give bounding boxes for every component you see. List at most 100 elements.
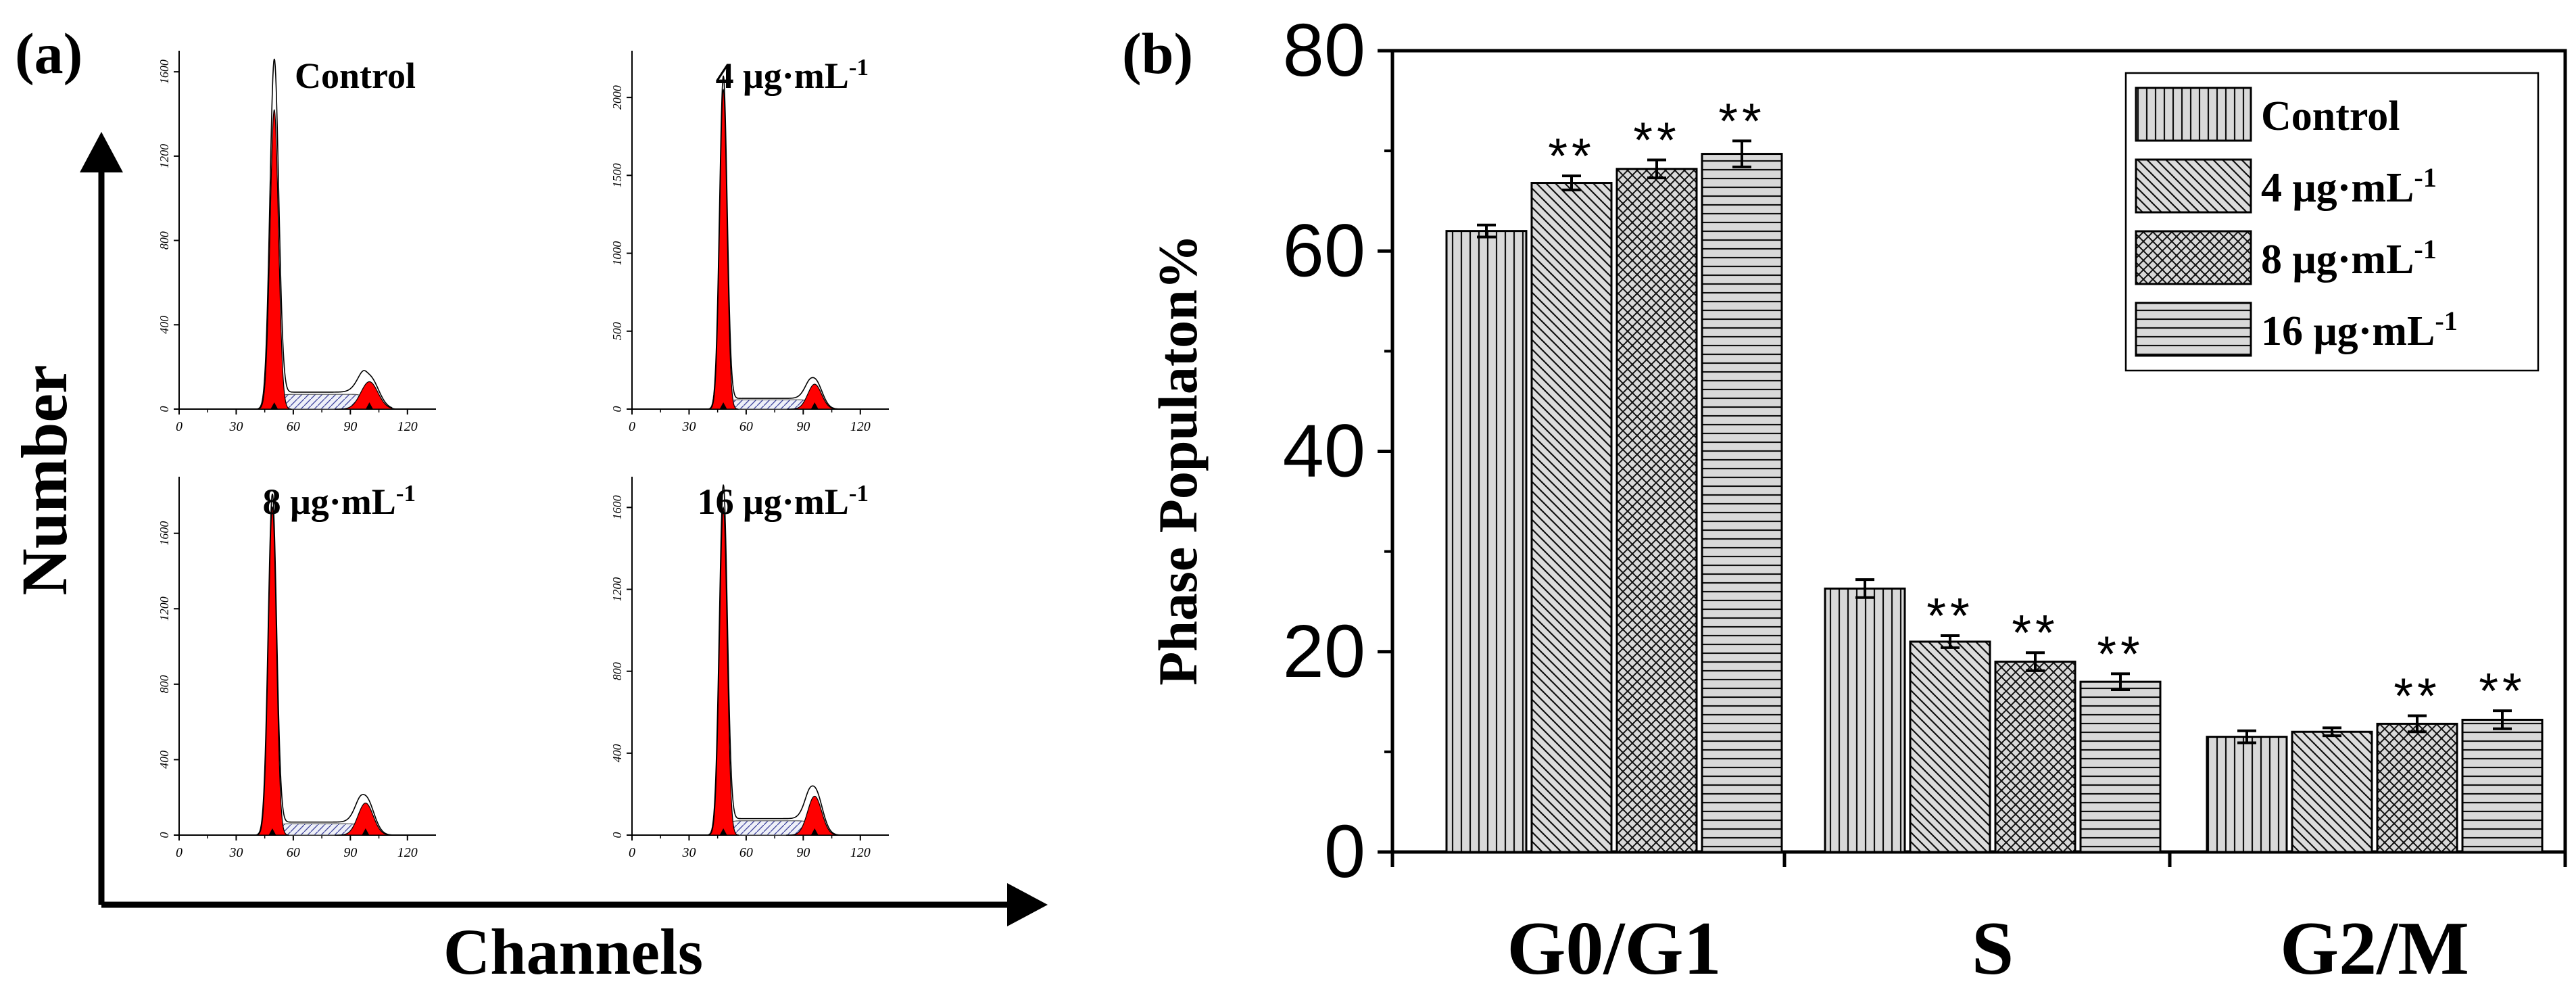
histogram-y-tick-label: 800 [157,231,171,250]
bar [1615,168,1698,853]
bar [2206,736,2288,853]
bar-y-tick-label: 60 [1283,209,1365,292]
histogram-x-tick-label: 120 [850,419,871,434]
histogram-y-tick-label: 400 [157,316,171,334]
panel-a-x-label: Channels [443,916,703,988]
bar [2376,722,2458,853]
histogram-y-tick-label: 500 [610,322,624,340]
histogram-x-tick-label: 120 [850,845,871,860]
peak-marker-icon [719,402,728,410]
peak-marker-icon [361,828,370,836]
histogram-y-tick-label: 1600 [610,495,624,519]
histogram-y-tick-label: 2000 [610,85,624,110]
histogram-y-tick-label: 0 [157,832,171,838]
bar [2461,718,2544,853]
histogram-x-tick-label: 90 [796,419,810,434]
histogram-s-phase-area [272,394,372,410]
significance-marker: ** [2479,663,2526,719]
histogram-3: 0 400 800 1200 1600 0 30 60 90 120 8 μg·mL-1 [157,477,436,860]
histogram-y-tick-label: 400 [610,744,624,762]
histogram-envelope-line [251,58,393,410]
histogram-x-tick-label: 120 [397,419,418,434]
significance-marker: ** [1548,128,1595,184]
panel-label-b: (b) [1122,21,1193,86]
significance-marker: ** [1718,93,1766,149]
legend-swatch [2135,87,2252,142]
histogram-g1-peak [707,506,739,836]
histogram-x-tick-label: 30 [681,419,696,434]
bar-chart: 0 20 40 60 80 ** ** ** G0/G1 ** ** ** S ** ** G2/M Contr… [1283,9,2567,991]
bar-chart-y-label: Phase Populaton% [1147,234,1209,686]
histogram-x-tick-label: 90 [343,419,357,434]
bar [1994,661,2076,853]
bar [1530,182,1613,853]
histogram-y-tick-label: 1200 [610,577,624,602]
panel-label-a: (a) [15,21,82,86]
histogram-g2-peak [785,795,843,836]
significance-marker: ** [1926,588,1974,644]
panel-a-y-label: Number [8,364,80,595]
histogram-g2-peak [335,381,404,410]
histogram-x-tick-label: 90 [343,845,357,860]
histogram-y-tick-label: 0 [610,832,624,838]
histogram-y-tick-label: 800 [157,675,171,693]
significance-marker: ** [2393,668,2441,724]
histogram-x-tick-label: 0 [176,845,183,860]
bar-category-label: S [1972,907,2014,991]
legend-swatch [2135,302,2252,357]
histogram-envelope-line [704,484,846,836]
peak-marker-icon [268,828,276,836]
panel-a-outer-axes [80,132,1048,926]
histogram-envelope-line [251,493,393,836]
histogram-g1-peak [708,89,739,410]
histogram-x-tick-label: 60 [739,845,753,860]
histogram-y-tick-label: 1600 [157,521,171,546]
histogram-g1-peak [256,506,289,836]
peak-marker-icon [365,402,374,410]
histogram-y-tick-label: 1200 [157,144,171,168]
histogram-x-tick-label: 0 [176,419,183,434]
significance-marker: ** [2012,605,2059,661]
peak-marker-icon [719,828,728,836]
significance-marker: ** [2097,625,2144,682]
histogram-2: 0 500 1000 1500 2000 0 30 60 90 120 4 μg·mL-1 [610,51,889,434]
histogram-s-phase-area [270,823,368,836]
histogram-x-tick-label: 30 [228,845,243,860]
histogram-title: 16 μg·mL-1 [698,480,869,523]
histogram-x-tick-label: 120 [397,845,418,860]
y-arrow-icon [80,132,123,172]
histogram-y-tick-label: 1600 [157,60,171,84]
histogram-x-tick-label: 30 [681,845,696,860]
histogram-title: Control [295,55,416,96]
histogram-y-tick-label: 1500 [610,163,624,187]
histogram-g1-peak [257,109,293,410]
histogram-envelope-line [704,75,846,410]
bar-y-tick-label: 40 [1283,410,1365,493]
bar [1824,587,1906,853]
bar-category-label: G2/M [2280,907,2469,991]
histogram-x-tick-label: 90 [796,845,810,860]
histogram-x-tick-label: 0 [629,845,635,860]
bar-y-tick-label: 20 [1283,610,1365,693]
significance-marker: ** [1633,112,1680,168]
histogram-y-tick-label: 0 [157,406,171,412]
histogram-y-tick-label: 1200 [157,596,171,621]
bar [1701,153,1783,853]
peak-marker-icon [810,828,819,836]
histogram-x-tick-label: 0 [629,419,635,434]
bar-y-tick-label: 80 [1283,9,1365,92]
histogram-x-tick-label: 60 [287,419,300,434]
histogram-s-phase-area [721,820,817,836]
legend-swatch [2135,230,2252,285]
bar [2079,680,2162,853]
bar-y-tick-label: 0 [1324,810,1365,893]
histogram-x-tick-label: 60 [739,419,753,434]
bar-category-label: G0/G1 [1507,907,1721,991]
legend-label: 4 μg·mL-1 [2261,162,2437,212]
legend-label: Control [2261,93,2400,139]
legend-swatch [2135,158,2252,214]
peak-marker-icon [810,402,819,410]
legend-label: 16 μg·mL-1 [2261,306,2458,355]
